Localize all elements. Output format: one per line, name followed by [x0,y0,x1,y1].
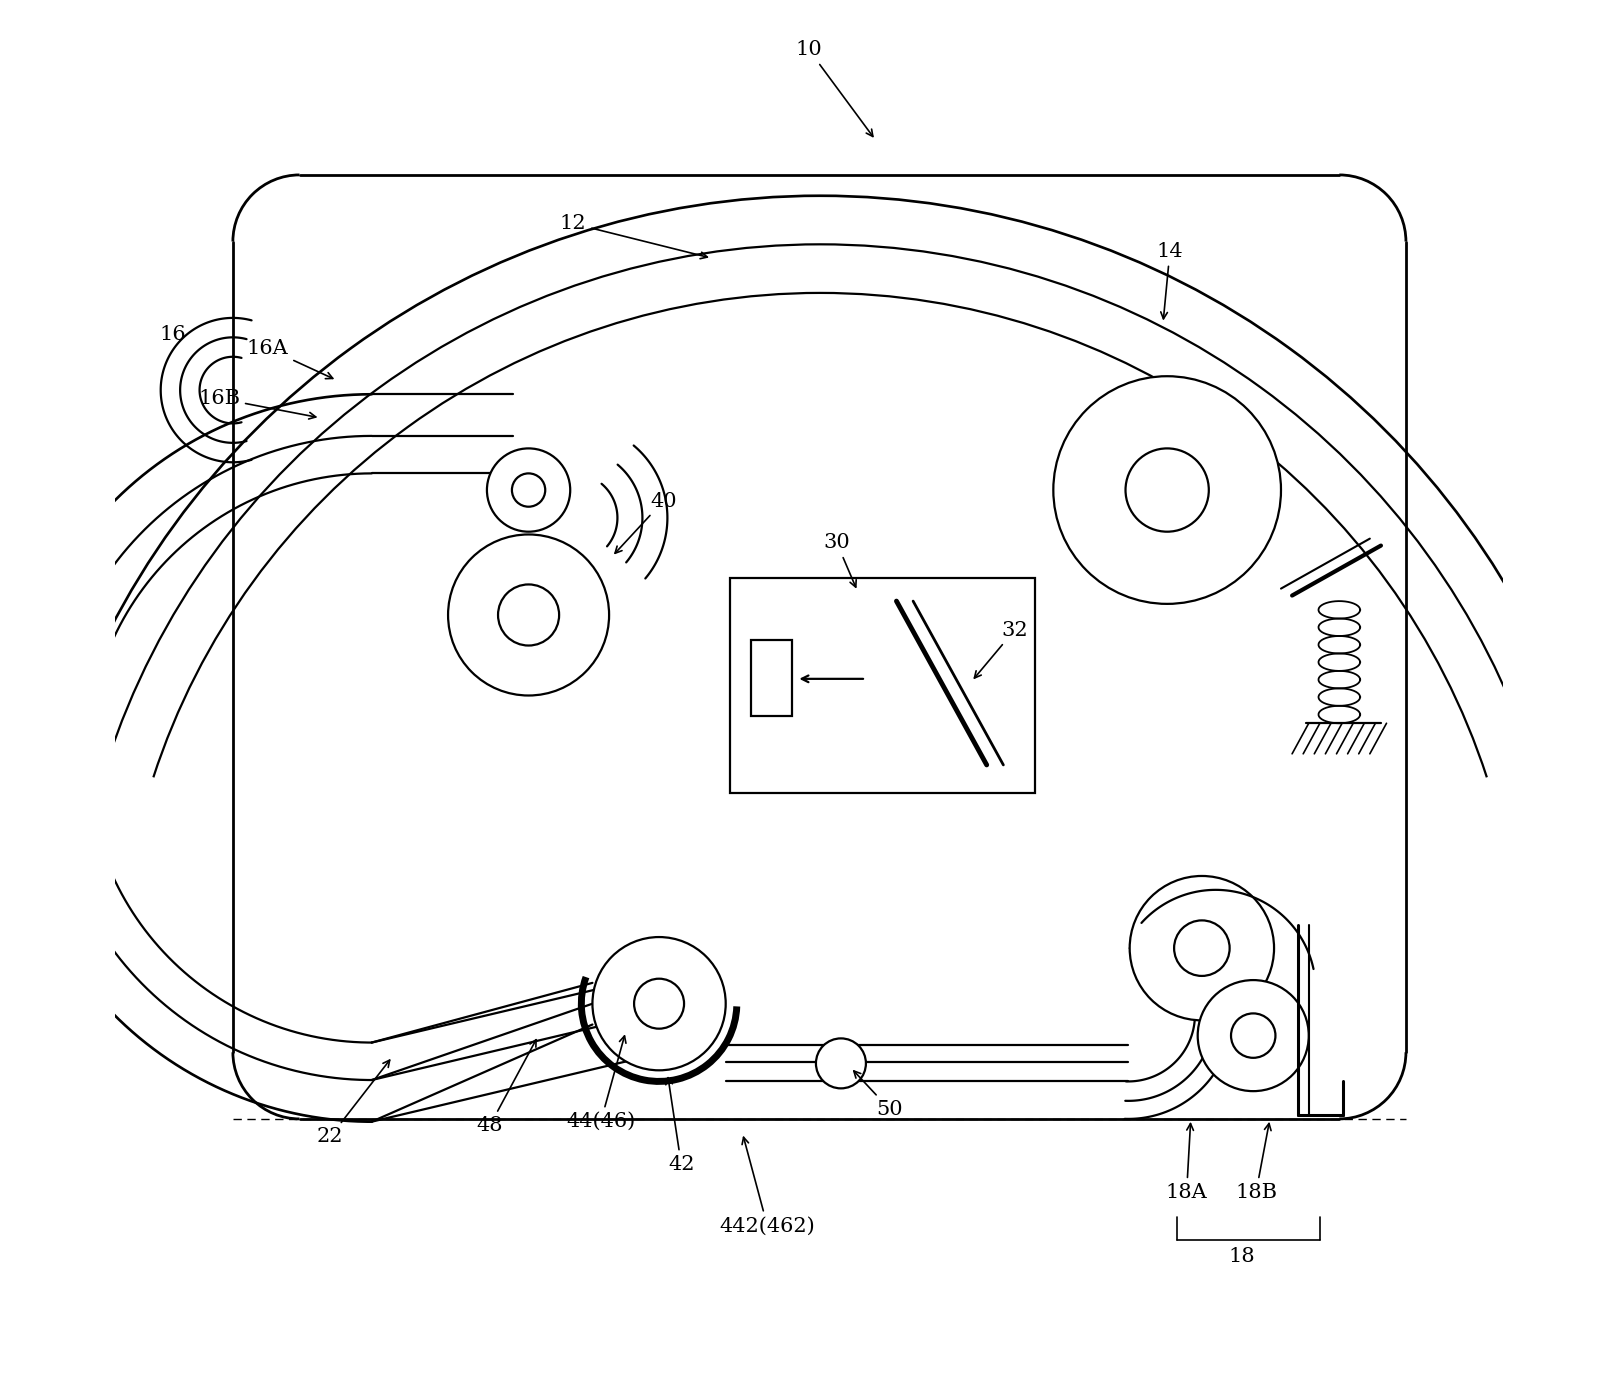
Text: 40: 40 [615,491,676,554]
Text: 442(462): 442(462) [720,1138,815,1235]
Text: 18: 18 [1228,1246,1256,1266]
Circle shape [592,938,726,1070]
Text: 14: 14 [1157,242,1183,319]
Text: 42: 42 [665,1078,694,1174]
Circle shape [498,584,560,645]
Circle shape [634,979,684,1029]
Circle shape [1129,876,1273,1021]
Text: 16A: 16A [246,339,333,378]
Text: 50: 50 [854,1071,903,1118]
Text: 48: 48 [476,1039,536,1135]
Circle shape [1231,1014,1275,1057]
Circle shape [1197,981,1309,1091]
Bar [751,640,793,716]
Text: 16B: 16B [197,389,316,419]
Text: 30: 30 [824,533,856,587]
Circle shape [1053,376,1281,604]
Circle shape [1175,921,1230,976]
Text: 22: 22 [317,1060,390,1146]
Text: 16: 16 [160,325,186,344]
Text: 44(46): 44(46) [566,1036,636,1131]
Circle shape [815,1039,866,1088]
Text: 32: 32 [974,620,1027,677]
Circle shape [487,448,570,531]
Circle shape [1126,448,1209,531]
Circle shape [448,534,608,696]
Bar [730,577,1036,793]
Text: 12: 12 [560,214,707,259]
Text: 18B: 18B [1235,1124,1277,1202]
Circle shape [511,473,545,506]
Text: 18A: 18A [1165,1124,1207,1202]
Text: 10: 10 [796,40,872,136]
